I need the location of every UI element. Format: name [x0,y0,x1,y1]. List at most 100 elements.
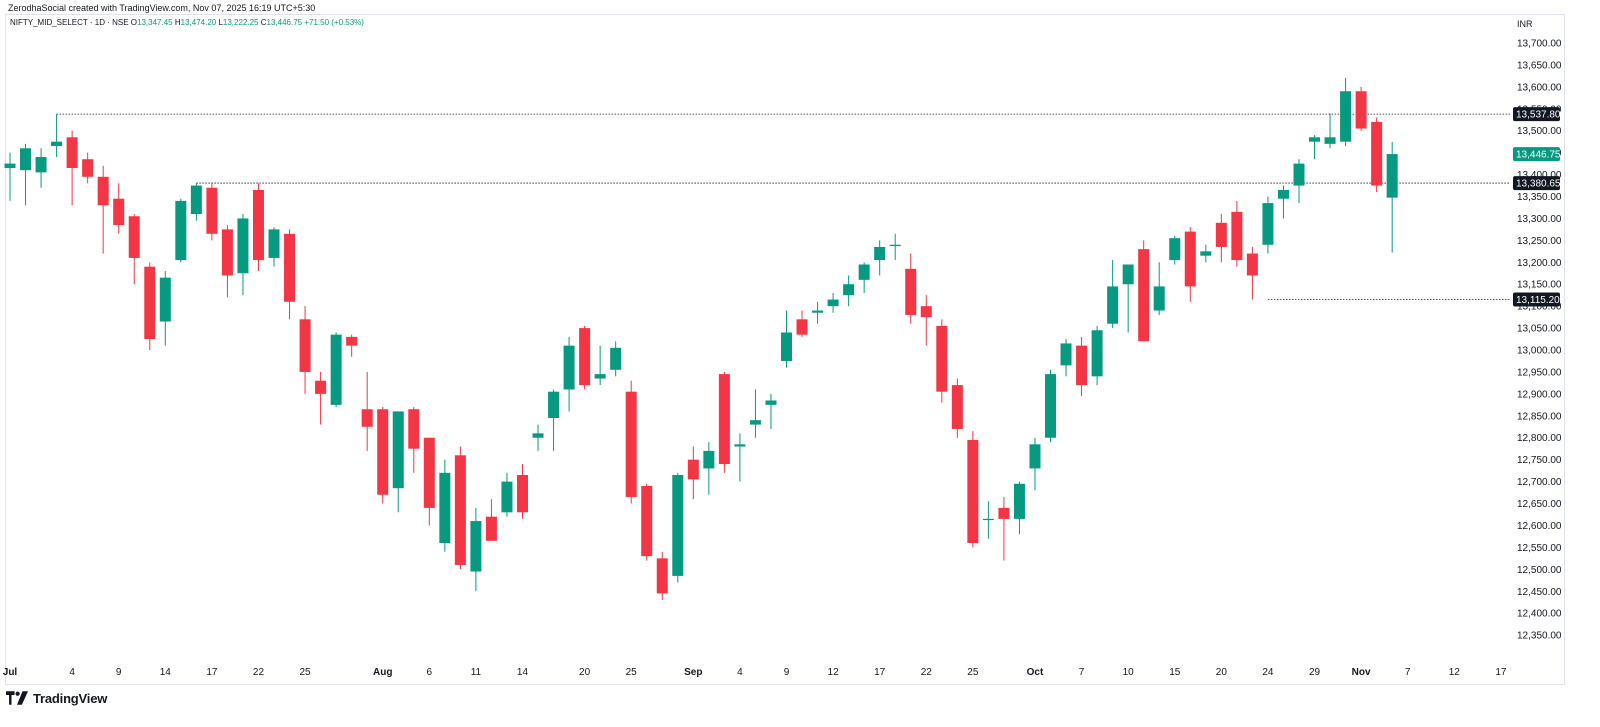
candle[interactable] [113,183,125,234]
candle[interactable] [1293,159,1305,204]
candle[interactable] [454,446,466,570]
candle[interactable] [330,332,342,408]
candle[interactable] [796,310,808,337]
candle[interactable] [315,371,327,425]
candle[interactable] [128,214,140,285]
candle[interactable] [858,262,870,294]
candle[interactable] [1107,260,1119,329]
candle[interactable] [4,152,16,201]
candle[interactable] [470,507,482,592]
candle[interactable] [392,411,404,513]
candle[interactable] [35,148,47,188]
candle[interactable] [82,152,94,184]
candle[interactable] [781,310,792,368]
candle[interactable] [1371,117,1383,193]
candle[interactable] [159,271,171,346]
candle[interactable] [252,183,264,272]
candle-body [1029,444,1041,469]
candle[interactable] [579,325,591,390]
candle[interactable] [920,295,932,346]
candle[interactable] [1091,325,1103,386]
candle[interactable] [936,319,948,403]
candle[interactable] [889,233,901,261]
candle[interactable] [874,240,886,276]
candle-body [967,439,979,544]
candle[interactable] [967,431,979,548]
candle[interactable] [1184,227,1196,302]
candle[interactable] [1138,240,1150,342]
candle[interactable] [1122,264,1134,333]
candle[interactable] [656,551,668,601]
candle[interactable] [408,407,420,473]
candle[interactable] [1169,235,1181,265]
candle[interactable] [51,114,63,158]
y-tick-label: 12,900.00 [1517,389,1562,400]
candle[interactable] [1013,481,1025,535]
candle[interactable] [1324,113,1336,149]
candle-body [812,310,824,313]
candle[interactable] [563,336,575,412]
candle[interactable] [237,214,249,296]
candle[interactable] [1076,336,1088,397]
candle[interactable] [423,437,435,526]
candle-body [299,319,311,372]
candle[interactable] [672,472,684,583]
candle[interactable] [687,446,699,500]
candle[interactable] [1386,142,1398,253]
candle[interactable] [734,433,746,482]
candle[interactable] [284,229,296,320]
candle[interactable] [1309,135,1321,160]
candle[interactable] [812,301,824,324]
candle[interactable] [548,389,560,451]
candle[interactable] [1060,339,1072,377]
candle[interactable] [377,407,389,504]
candle[interactable] [703,442,715,495]
candle[interactable] [346,334,358,357]
candle[interactable] [843,275,855,307]
candle-body [144,266,156,340]
candle[interactable] [97,165,109,254]
candle[interactable] [1231,200,1243,267]
candle[interactable] [718,371,730,473]
candle[interactable] [485,499,497,541]
candle[interactable] [998,496,1010,561]
candle[interactable] [1215,214,1227,263]
candle[interactable] [66,130,78,206]
candle[interactable] [206,183,218,241]
candle[interactable] [516,464,528,519]
candle[interactable] [439,459,451,552]
candle[interactable] [765,393,777,429]
candle[interactable] [625,380,637,504]
candle[interactable] [1029,437,1041,491]
candle[interactable] [1355,86,1367,131]
candle[interactable] [268,227,280,267]
candle[interactable] [1200,244,1212,263]
candle-body [610,347,622,370]
candle[interactable] [175,198,187,263]
candle[interactable] [951,378,963,438]
candle[interactable] [1262,196,1274,254]
candle[interactable] [20,143,32,206]
candle[interactable] [1045,369,1057,443]
candle[interactable] [532,424,544,451]
candle[interactable] [827,293,839,313]
candle[interactable] [190,183,202,221]
candle[interactable] [749,389,761,438]
candle[interactable] [641,483,653,561]
candle[interactable] [144,262,156,351]
candle[interactable] [501,472,513,517]
candle[interactable] [299,306,311,394]
candle[interactable] [361,371,373,451]
candle[interactable] [610,341,622,377]
candle[interactable] [982,501,994,539]
candles [4,78,1398,601]
candle[interactable] [594,345,606,386]
candle[interactable] [1246,246,1258,300]
candle[interactable] [221,225,233,298]
candle[interactable] [1153,262,1165,315]
candle[interactable] [1340,78,1352,147]
candle[interactable] [1277,185,1289,219]
x-tick-label: 7 [1405,667,1411,678]
candle[interactable] [905,253,917,324]
